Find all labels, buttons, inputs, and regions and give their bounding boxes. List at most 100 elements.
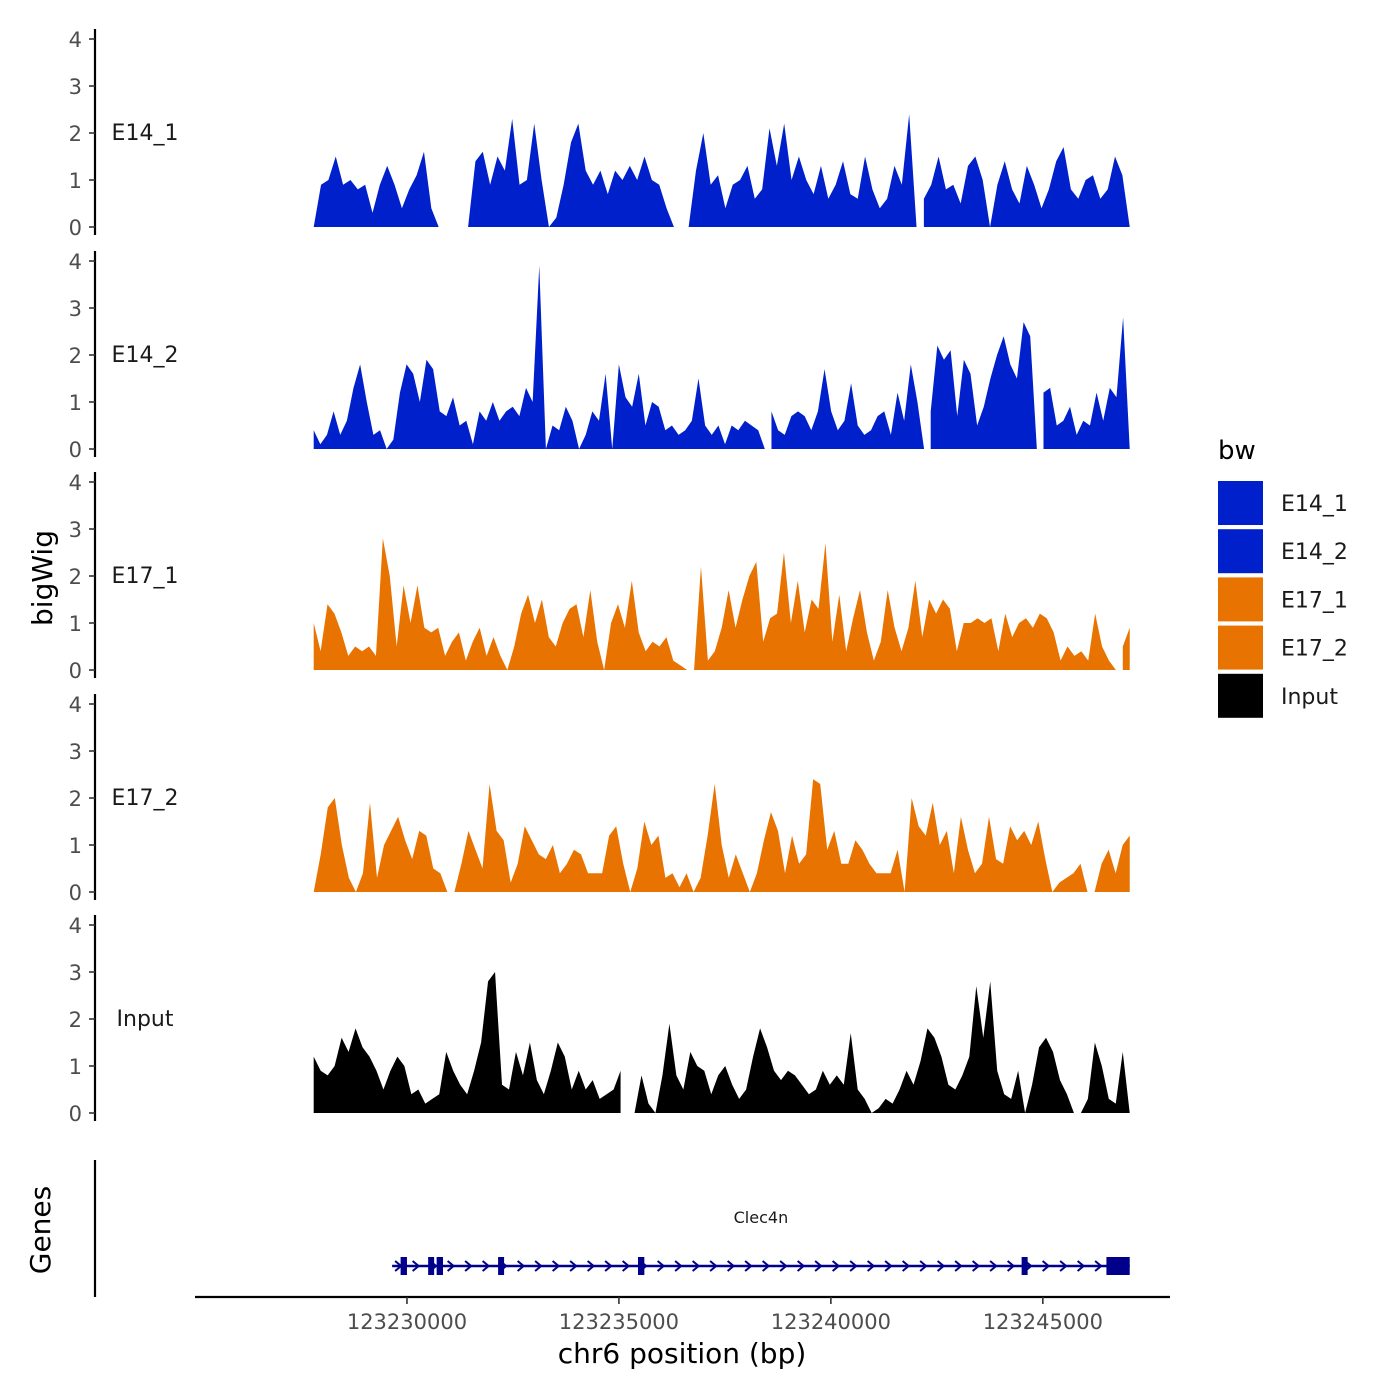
x-tick-label: 123230000 <box>347 1310 467 1334</box>
gene-model: Clec4n <box>392 1208 1130 1275</box>
y-tick-label: 2 <box>69 787 82 811</box>
strand-arrow <box>901 1260 911 1272</box>
strand-arrow <box>534 1260 543 1272</box>
y-tick-label: 4 <box>69 28 82 52</box>
y-tick-label: 4 <box>69 471 82 495</box>
y-tick-label: 0 <box>69 659 82 683</box>
y-tick-label: 3 <box>69 740 82 764</box>
legend-swatch-Input <box>1218 673 1263 718</box>
coverage-area-E14_2 <box>313 265 1130 449</box>
y-tick-label: 0 <box>69 438 82 462</box>
y-axis-title: bigWig <box>26 530 59 626</box>
y-tick-label: 4 <box>69 693 82 717</box>
strand-arrow <box>604 1260 613 1272</box>
gene-exon <box>1106 1257 1130 1275</box>
strand-arrow <box>411 1260 421 1272</box>
genes-panel: Genes Clec4n <box>24 1160 1130 1297</box>
strand-arrow <box>691 1260 701 1272</box>
legend: bw E14_1 E14_2 E17_1 E17_2 Input <box>1218 436 1348 718</box>
strand-arrow <box>814 1260 823 1272</box>
x-tick-label: 123245000 <box>983 1310 1103 1334</box>
y-tick-label: 1 <box>69 391 82 415</box>
strand-arrow <box>989 1260 998 1272</box>
strand-arrow <box>569 1260 578 1272</box>
strand-arrow <box>481 1260 491 1272</box>
genes-axis-label: Genes <box>24 1186 57 1274</box>
strand-arrow <box>744 1260 753 1272</box>
y-tick-label: 4 <box>69 250 82 274</box>
y-tick-label: 4 <box>69 914 82 938</box>
legend-title: bw <box>1218 436 1256 466</box>
strand-arrow <box>656 1260 666 1272</box>
strand-arrow <box>849 1260 858 1272</box>
y-tick-label: 1 <box>69 169 82 193</box>
track-E17_2: 0 1 2 3 4 E17_2 <box>69 693 1130 905</box>
strand-arrow <box>551 1260 561 1272</box>
track-E14_2: 0 1 2 3 4 E14_2 <box>69 250 1130 462</box>
strand-arrow <box>674 1260 683 1272</box>
coverage-area-E17_2 <box>313 779 1130 892</box>
legend-entries: E14_1 E14_2 E17_1 E17_2 Input <box>1218 481 1348 718</box>
coverage-area-E14_1 <box>313 114 1130 227</box>
gene-name-label: Clec4n <box>734 1208 789 1227</box>
strand-arrow <box>1076 1260 1086 1272</box>
track-Input: 0 1 2 3 4 Input <box>69 914 1130 1126</box>
strand-arrow <box>954 1260 963 1272</box>
legend-label: E17_2 <box>1281 637 1348 662</box>
strand-arrow <box>464 1260 473 1272</box>
coverage-area-E17_1 <box>313 538 1130 670</box>
y-tick-label: 3 <box>69 297 82 321</box>
track-E14_1: 0 1 2 3 4 E14_1 <box>69 28 1130 240</box>
x-axis-title: chr6 position (bp) <box>558 1337 807 1370</box>
gene-exon <box>498 1257 505 1275</box>
strand-arrow <box>709 1260 718 1272</box>
y-tick-label: 0 <box>69 1102 82 1126</box>
track-label: E14_1 <box>112 121 179 146</box>
strand-arrow <box>446 1260 456 1272</box>
y-tick-label: 2 <box>69 565 82 589</box>
strand-arrow <box>796 1260 806 1272</box>
legend-swatch-E17_2 <box>1218 625 1263 670</box>
y-tick-label: 3 <box>69 961 82 985</box>
x-tick-label: 123240000 <box>771 1310 891 1334</box>
strand-arrow <box>1059 1260 1068 1272</box>
strand-arrow <box>779 1260 788 1272</box>
legend-swatch-E17_1 <box>1218 577 1263 622</box>
gene-exon <box>436 1257 443 1275</box>
strand-arrow <box>621 1260 631 1272</box>
strand-arrow <box>586 1260 596 1272</box>
strand-arrow <box>831 1260 841 1272</box>
y-tick-label: 3 <box>69 75 82 99</box>
track-label: Input <box>117 1007 174 1032</box>
strand-arrow <box>971 1260 981 1272</box>
strand-arrow <box>726 1260 736 1272</box>
y-tick-label: 2 <box>69 1008 82 1032</box>
y-tick-label: 1 <box>69 834 82 858</box>
track-label: E17_2 <box>112 786 179 811</box>
coverage-area-Input <box>313 972 1130 1113</box>
y-tick-label: 1 <box>69 612 82 636</box>
y-tick-label: 3 <box>69 518 82 542</box>
gene-exon <box>637 1257 645 1275</box>
track-label: E17_1 <box>112 564 179 589</box>
x-ticks: 123230000 123235000 123240000 123245000 <box>347 1297 1103 1334</box>
gene-exon <box>1021 1257 1028 1275</box>
strand-arrow <box>1006 1260 1016 1272</box>
legend-label: Input <box>1281 685 1338 710</box>
y-tick-label: 0 <box>69 216 82 240</box>
y-tick-label: 2 <box>69 122 82 146</box>
x-axis: 123230000 123235000 123240000 123245000 chr… <box>195 1295 1170 1370</box>
strand-arrow <box>866 1260 876 1272</box>
legend-label: E17_1 <box>1281 588 1348 613</box>
tracks-layer: 0 1 2 3 4 E14_1 0 1 2 3 4 E14_2 0 1 2 3 4 E17_1 0 1 2 3 4 E17_2… <box>69 28 1130 1126</box>
strand-arrow <box>761 1260 771 1272</box>
strand-arrow <box>936 1260 946 1272</box>
track-E17_1: 0 1 2 3 4 E17_1 <box>69 471 1130 683</box>
track-label: E14_2 <box>112 343 179 368</box>
legend-swatch-E14_1 <box>1218 481 1263 525</box>
gene-exon <box>428 1257 435 1275</box>
strand-arrow <box>884 1260 893 1272</box>
legend-label: E14_1 <box>1281 492 1348 517</box>
strand-arrow <box>919 1260 928 1272</box>
